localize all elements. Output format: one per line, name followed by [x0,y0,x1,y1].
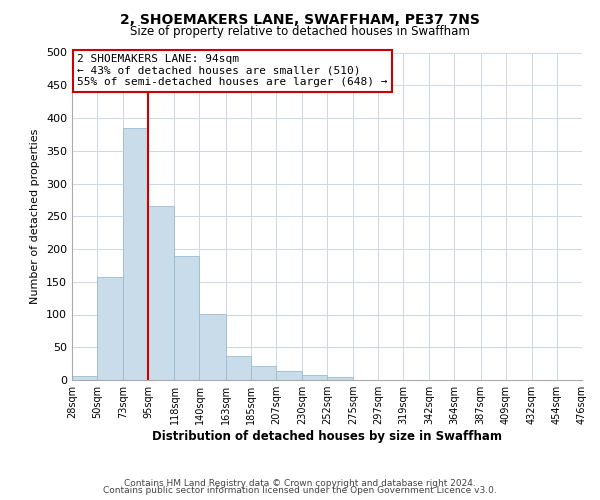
Bar [327,378,353,380]
Text: 2, SHOEMAKERS LANE, SWAFFHAM, PE37 7NS: 2, SHOEMAKERS LANE, SWAFFHAM, PE37 7NS [120,12,480,26]
X-axis label: Distribution of detached houses by size in Swaffham: Distribution of detached houses by size … [152,430,502,443]
Text: Contains HM Land Registry data © Crown copyright and database right 2024.: Contains HM Land Registry data © Crown c… [124,478,476,488]
Bar [72,376,97,380]
Bar [251,366,276,380]
Text: Contains public sector information licensed under the Open Government Licence v3: Contains public sector information licen… [103,486,497,495]
Bar [199,314,226,380]
Bar [123,128,148,380]
Bar [276,371,302,380]
Bar [97,277,123,380]
Bar [302,375,327,380]
Bar [175,256,199,380]
Bar [226,356,251,380]
Y-axis label: Number of detached properties: Number of detached properties [31,128,40,304]
Text: 2 SHOEMAKERS LANE: 94sqm
← 43% of detached houses are smaller (510)
55% of semi-: 2 SHOEMAKERS LANE: 94sqm ← 43% of detach… [77,54,388,88]
Bar [148,206,175,380]
Text: Size of property relative to detached houses in Swaffham: Size of property relative to detached ho… [130,25,470,38]
